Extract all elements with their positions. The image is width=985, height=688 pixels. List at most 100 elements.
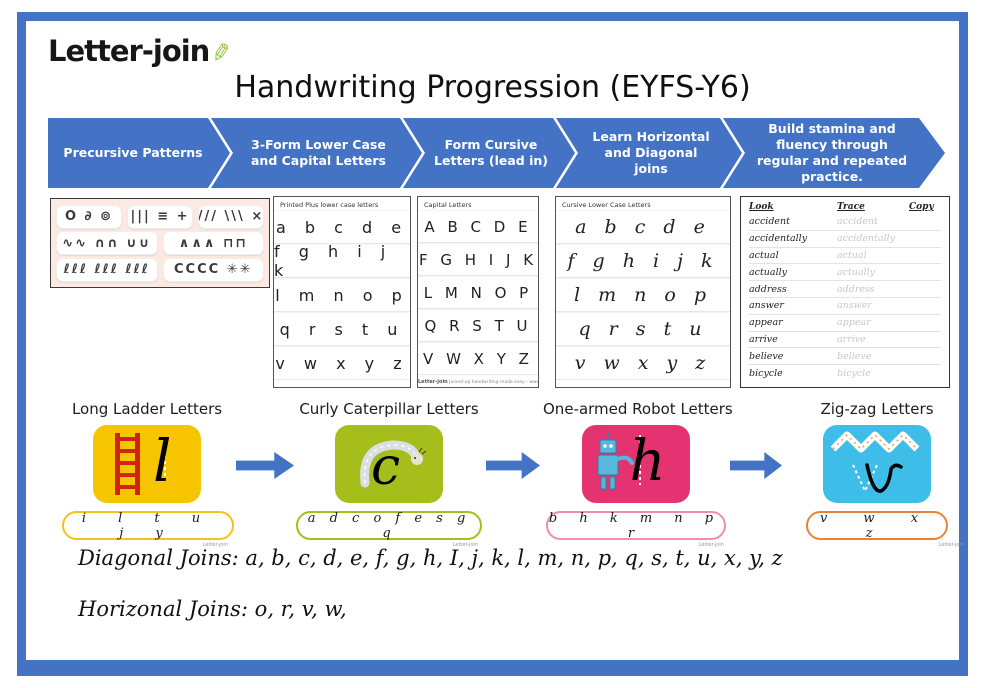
banner-step-lowercase-capitals: 3-Form Lower Case and Capital Letters (211, 118, 422, 188)
column-look: Look (749, 202, 774, 212)
ladder-letters-pill: i l t u j y (62, 510, 234, 541)
family-zig-zag: Zig-zag Letters v w x z Letter-join (786, 400, 968, 548)
pattern-tile-lines-cross: ||| ≡ + (127, 204, 193, 229)
worksheet-row: answer answer (749, 298, 941, 315)
footer-brand: Letter-join (418, 379, 448, 385)
worksheet-row: actually actually (749, 264, 941, 282)
precursive-patterns-card: O ∂ ⊚ ||| ≡ + /// \\\ × ∿∿ ∩∩ ∪∪ ∧∧∧ ⊓⊓ … (50, 198, 270, 288)
cursive-row-2: f g h i j k (556, 244, 730, 278)
ladder-icon (115, 433, 166, 495)
pill-watermark: Letter-join (938, 542, 964, 548)
progression-banner: Precursive Patterns 3-Form Lower Case an… (48, 118, 945, 188)
word-trace: actually (837, 266, 876, 278)
worksheet-row: actual actual (749, 248, 941, 265)
family-title: Curly Caterpillar Letters (299, 400, 479, 418)
footer-tagline: Joined-up handwriting made easy - www.le… (449, 380, 538, 385)
pattern-tile-circles-spirals: O ∂ ⊚ (56, 204, 122, 229)
printed-lowercase-card: Printed Plus lower case letters a b c d … (273, 196, 411, 388)
ladder-card: l (93, 425, 201, 503)
word-look: accidentally (749, 233, 808, 245)
zigzag-card (823, 425, 931, 503)
look-trace-copy-worksheet: Look Trace Copy accident accident acciden… (740, 196, 950, 388)
pattern-tile-waves-arches: ∿∿ ∩∩ ∪∪ (56, 231, 158, 255)
family-long-ladder: Long Ladder Letters l i l t u j y Letter… (62, 400, 234, 548)
capitals-row-2: F G H I J K (418, 243, 538, 276)
word-trace: answer (837, 300, 872, 312)
family-title: Long Ladder Letters (71, 400, 223, 418)
caterpillar-letters-pill: a d c o f e s g q (296, 510, 482, 541)
cursive-row-5: v w x y z (556, 346, 730, 380)
printed-lowercase-header: Printed Plus lower case letters (280, 201, 379, 209)
word-trace: accidentally (837, 233, 896, 245)
cursive-row-1: a b c d e (556, 210, 730, 244)
column-trace: Trace (837, 202, 865, 212)
word-look: bicycle (749, 367, 783, 379)
cursive-row-3: l m n o p (556, 278, 730, 312)
word-trace: believe (837, 350, 872, 362)
word-look: address (749, 283, 787, 295)
word-look: actual (749, 249, 779, 261)
word-trace: bicycle (837, 367, 871, 379)
page-title: Handwriting Progression (EYFS-Y6) (234, 70, 751, 105)
word-look: believe (749, 350, 784, 362)
word-trace: appear (837, 317, 871, 329)
capitals-footer: Letter-join Joined-up handwriting made e… (418, 379, 538, 385)
worksheet-row: bicycle bicycle (749, 365, 941, 381)
pencil-icon: ✎ (209, 37, 235, 69)
word-trace: actual (837, 249, 867, 261)
banner-step-cursive: Form Cursive Letters (lead in) (403, 118, 575, 188)
word-look: answer (749, 300, 784, 312)
printed-row-1: a b c d e (274, 210, 410, 244)
printed-row-5: v w x y z (274, 346, 410, 380)
logo-text: Letter-join (48, 34, 210, 68)
family-title: Zig-zag Letters (820, 400, 934, 418)
printed-row-2: f g h i j k (274, 242, 410, 280)
family-letters: b h k m n p r (548, 510, 723, 541)
pill-watermark: Letter-join (698, 542, 724, 548)
printed-row-4: q r s t u (274, 312, 410, 346)
capitals-row-4: Q R S T U (418, 309, 538, 342)
pill-watermark: Letter-join (452, 542, 478, 548)
family-letters: a d c o f e s g q (307, 510, 471, 541)
cursive-row-4: q r s t u (556, 312, 730, 346)
family-letters: v w x z (819, 510, 935, 541)
worksheet-row: appear appear (749, 315, 941, 332)
diagonal-joins-text: Diagonal Joins: a, b, c, d, e, f, g, h, … (78, 546, 783, 570)
example-letter-h: h (629, 429, 666, 494)
worksheet-header-row: Look Trace Copy (749, 202, 941, 212)
capitals-row-5: V W X Y Z (418, 342, 538, 375)
robot-card: h (581, 425, 690, 503)
letter-join-logo: Letter-join✎ (48, 34, 234, 69)
word-trace: arrive (837, 333, 866, 345)
worksheet-row: address address (749, 281, 941, 298)
family-one-armed-robot: One-armed Robot Letters h b h k m n p r … (543, 400, 733, 548)
word-look: actually (749, 266, 788, 278)
worksheet-row: accident accident (749, 214, 941, 231)
pattern-tile-loops: ℓℓℓ ℓℓℓ ℓℓℓ (56, 257, 158, 282)
banner-step-joins: Learn Horizontal and Diagonal joins (556, 118, 742, 188)
capitals-row-3: L M N O P (418, 276, 538, 309)
worksheet-row: believe believe (749, 348, 941, 366)
capital-letters-card: Capital Letters A B C D E F G H I J K L … (417, 196, 539, 388)
horizontal-joins-text: Horizonal Joins: o, r, v, w, (78, 597, 347, 621)
word-look: accident (749, 216, 790, 228)
word-look: appear (749, 317, 783, 329)
zigzag-letters-pill: v w x z (806, 510, 948, 541)
pattern-tile-c-shapes-stars: CCCC ✳✳ (162, 257, 264, 282)
banner-step-stamina: Build stamina and fluency through regula… (723, 118, 945, 188)
caterpillar-card: c (335, 425, 443, 503)
word-look: arrive (749, 333, 778, 345)
pattern-tile-diagonal-hatch: /// \\\ × (198, 204, 264, 229)
robot-icon (597, 432, 641, 490)
cursive-lowercase-card: Cursive Lower Case Letters a b c d e f g… (555, 196, 731, 388)
page-border-frame (17, 12, 968, 676)
caterpillar-icon (360, 440, 427, 488)
banner-step-precursive: Precursive Patterns (48, 118, 230, 188)
pill-watermark: Letter-join (202, 542, 228, 548)
family-title: One-armed Robot Letters (543, 400, 733, 418)
capitals-row-1: A B C D E (418, 210, 538, 243)
column-copy: Copy (909, 202, 934, 212)
family-curly-caterpillar: Curly Caterpillar Letters c a d c o f e … (296, 400, 482, 548)
family-letters: i l t u j y (81, 510, 215, 541)
zigzag-icon (830, 431, 920, 494)
